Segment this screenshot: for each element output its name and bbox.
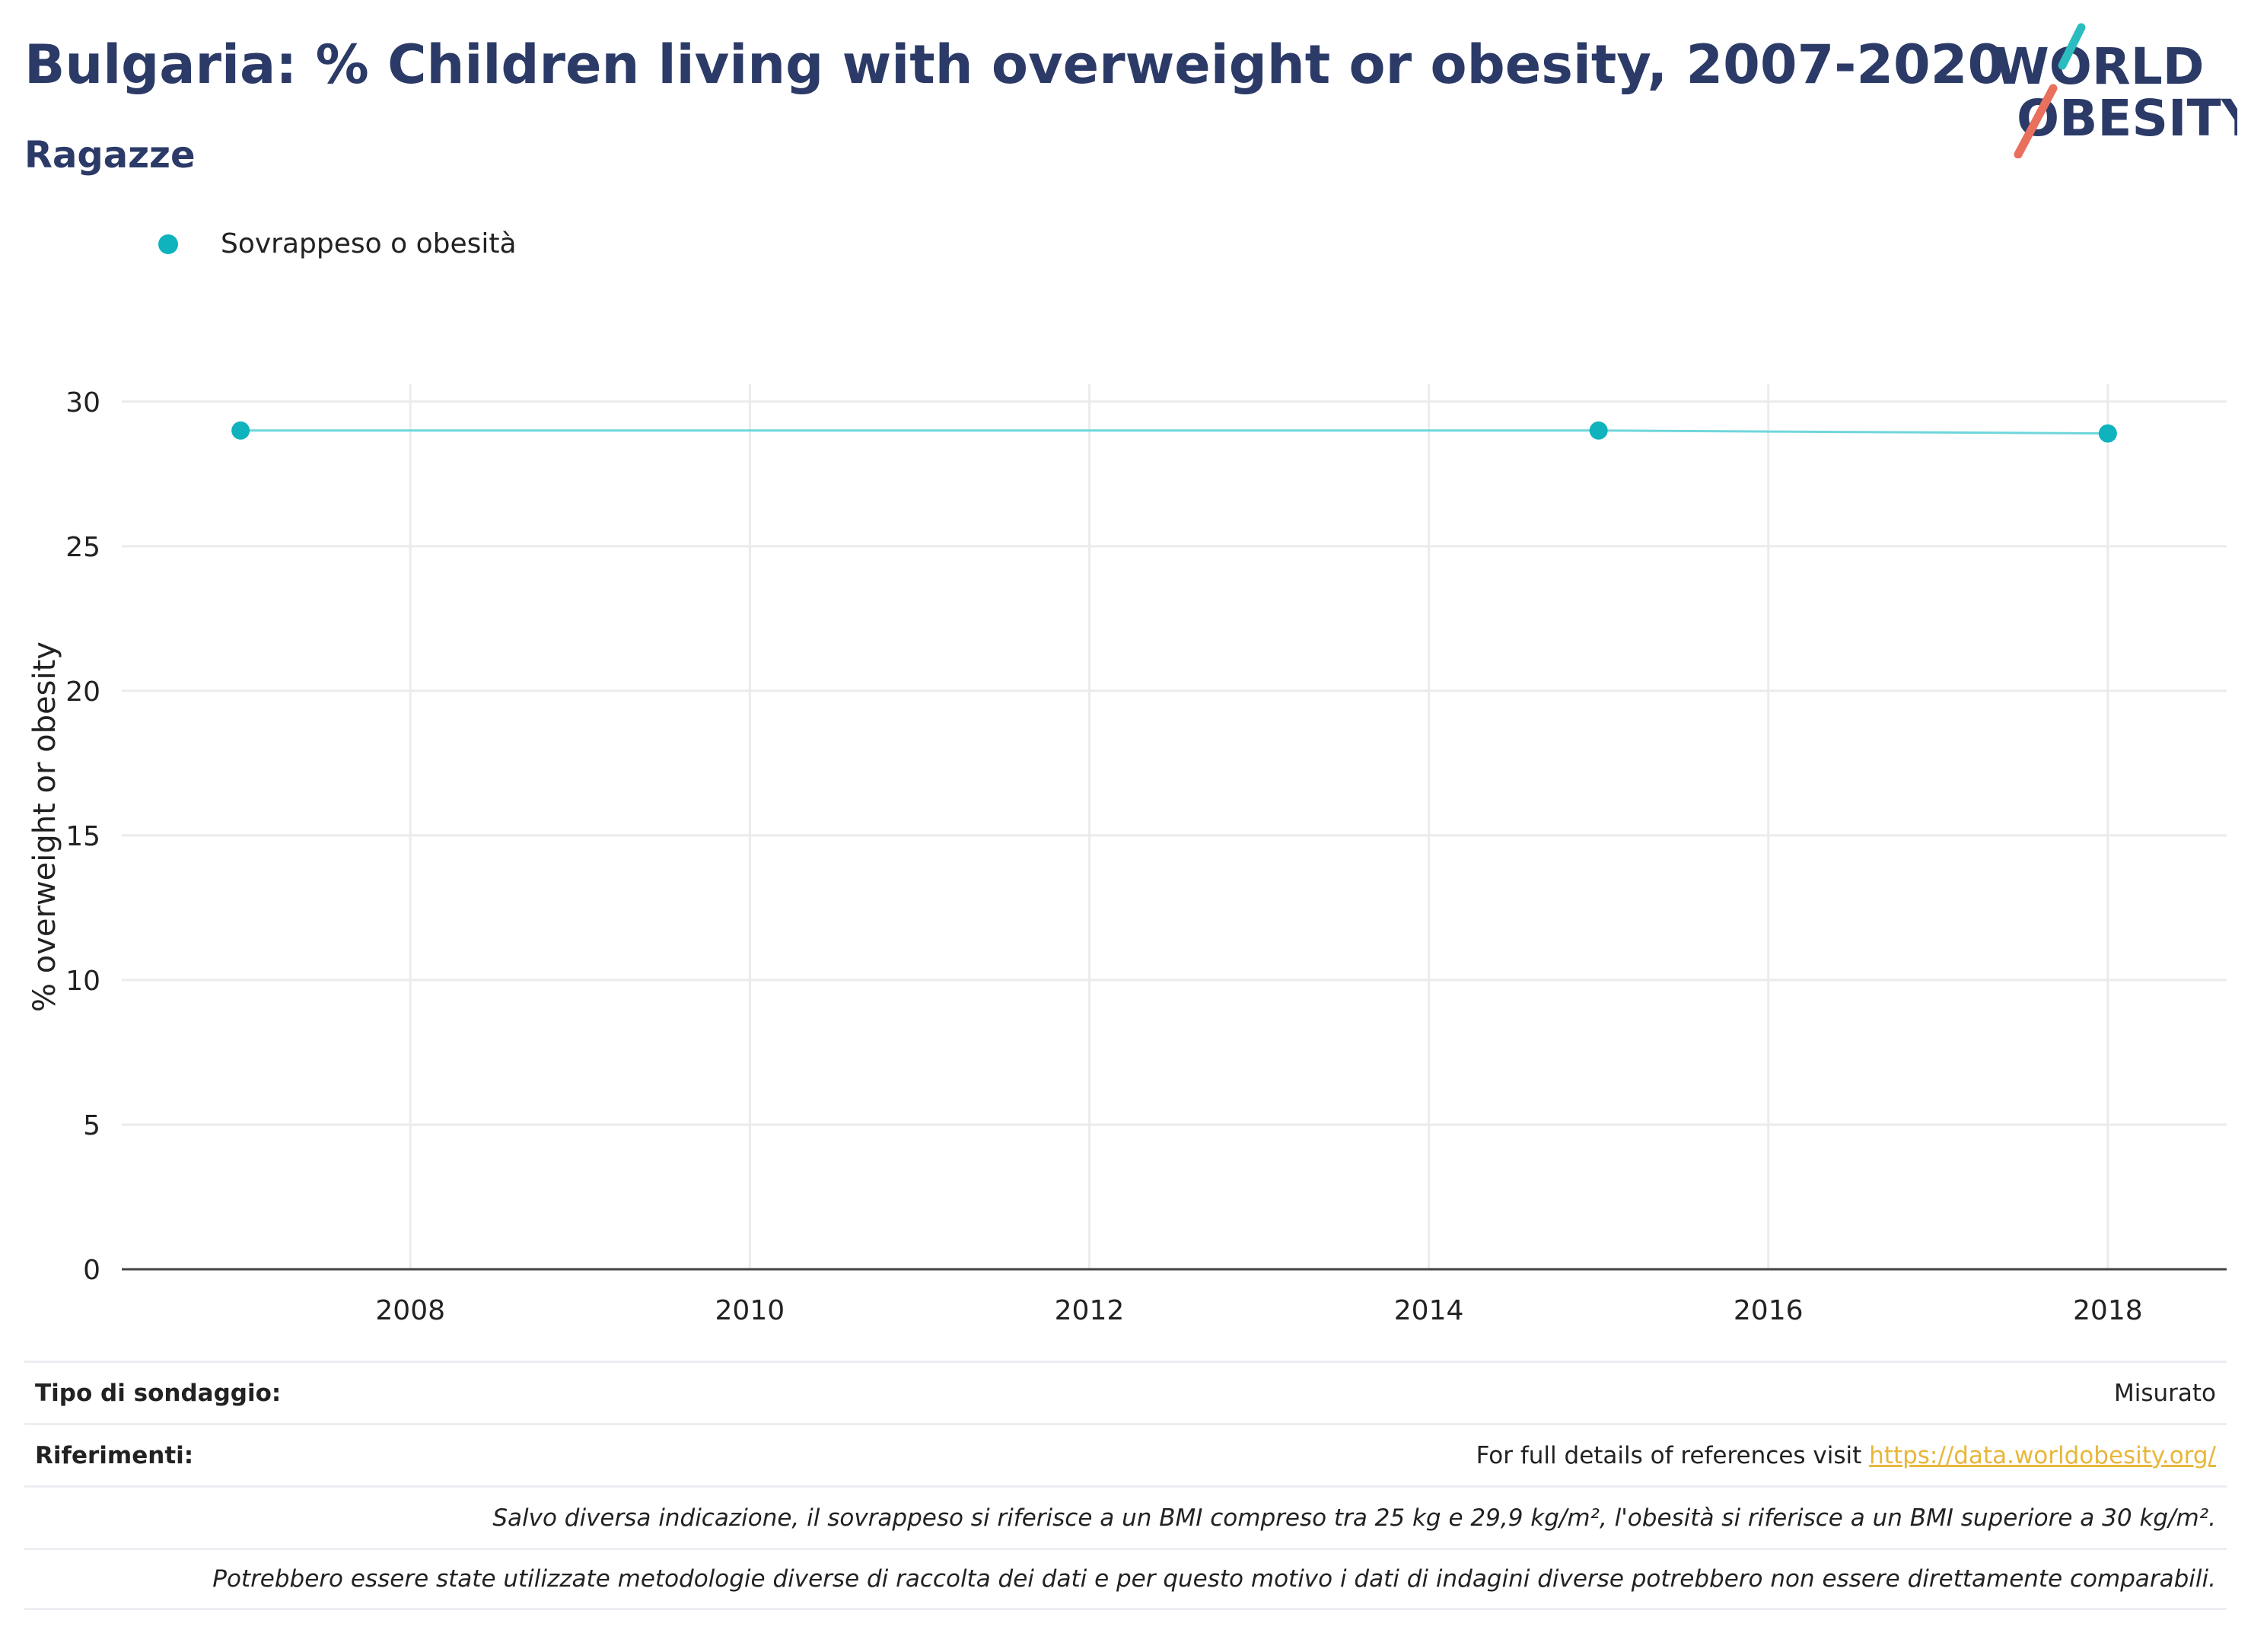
bmi-definition-note: Salvo diversa indicazione, il sovrappeso…	[492, 1504, 2216, 1532]
legend-label: Sovrappeso o obesità	[221, 228, 517, 259]
x-tick-label: 2016	[1734, 1295, 1804, 1326]
references-label: Riferimenti:	[35, 1441, 194, 1469]
y-tick-label: 20	[65, 676, 100, 708]
methodology-note: Potrebbero essere state utilizzate metod…	[212, 1565, 2216, 1593]
y-tick-label: 15	[65, 821, 100, 852]
grid-lines	[122, 384, 2227, 1269]
logo-slash-bottom	[2014, 84, 2058, 158]
y-tick-label: 0	[83, 1255, 100, 1286]
references-value: For full details of references visit htt…	[1476, 1442, 2216, 1469]
y-axis-title: % overweight or obesity	[27, 641, 62, 1012]
data-point	[2098, 424, 2117, 443]
y-tick-label: 5	[83, 1110, 100, 1141]
y-tick-label: 30	[65, 387, 100, 419]
x-tick-label: 2012	[1055, 1295, 1125, 1326]
references-link[interactable]: https://data.worldobesity.org/	[1869, 1441, 2216, 1469]
data-point	[1589, 421, 1608, 440]
x-tick-label: 2008	[375, 1295, 445, 1326]
references-text: For full details of references visit	[1476, 1441, 1870, 1469]
footer-row-note-2: Potrebbero essere state utilizzate metod…	[24, 1548, 2227, 1610]
survey-type-label: Tipo di sondaggio:	[35, 1379, 282, 1407]
series-line	[240, 429, 2108, 435]
line-chart: 0 5 10 15 20 25 30 2008 2010 2012 2014 2016 2018 % ov…	[27, 384, 2227, 1326]
logo-slash-top	[2058, 23, 2086, 70]
x-tick-label: 2010	[715, 1295, 785, 1326]
survey-type-value: Misurato	[2113, 1379, 2216, 1407]
legend[interactable]: Sovrappeso o obesità	[158, 228, 517, 259]
chart-title: Bulgaria: % Children living with overwei…	[24, 33, 2005, 96]
y-tick-label: 10	[65, 966, 100, 997]
footer-row-survey: Tipo di sondaggio: Misurato	[24, 1361, 2227, 1423]
logo-text-obesity: OBESITY	[2017, 89, 2237, 148]
legend-marker-icon	[158, 234, 178, 254]
chart-subtitle: Ragazze	[24, 134, 196, 177]
footer-table: Tipo di sondaggio: Misurato Riferimenti:…	[24, 1361, 2227, 1610]
logo-text-world: WORLD	[1994, 37, 2205, 96]
data-point	[231, 421, 250, 440]
x-tick-label: 2018	[2073, 1295, 2143, 1326]
axes: 0 5 10 15 20 25 30 2008 2010 2012 2014 2016 2018 % ov…	[27, 387, 2227, 1326]
footer-row-references: Riferimenti: For full details of referen…	[24, 1423, 2227, 1485]
series-layer	[231, 421, 2117, 443]
footer-row-note-1: Salvo diversa indicazione, il sovrappeso…	[24, 1485, 2227, 1548]
x-tick-label: 2014	[1394, 1295, 1464, 1326]
world-obesity-logo: WORLD OBESITY	[1994, 23, 2237, 158]
y-tick-label: 25	[65, 532, 100, 563]
